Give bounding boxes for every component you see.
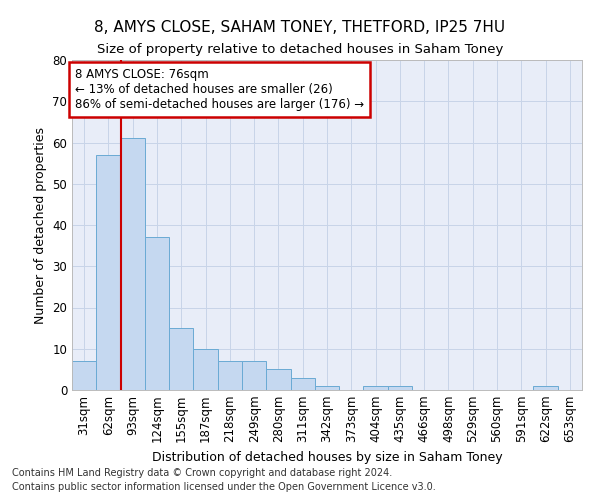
Bar: [193, 349, 218, 390]
X-axis label: Distribution of detached houses by size in Saham Toney: Distribution of detached houses by size …: [152, 451, 502, 464]
Bar: [218, 361, 242, 390]
Bar: [121, 138, 145, 390]
Text: Size of property relative to detached houses in Saham Toney: Size of property relative to detached ho…: [97, 42, 503, 56]
Bar: [266, 370, 290, 390]
Bar: [242, 361, 266, 390]
Text: Contains public sector information licensed under the Open Government Licence v3: Contains public sector information licen…: [12, 482, 436, 492]
Bar: [96, 155, 121, 390]
Bar: [290, 378, 315, 390]
Y-axis label: Number of detached properties: Number of detached properties: [34, 126, 47, 324]
Text: Contains HM Land Registry data © Crown copyright and database right 2024.: Contains HM Land Registry data © Crown c…: [12, 468, 392, 477]
Bar: [364, 386, 388, 390]
Bar: [533, 386, 558, 390]
Bar: [169, 328, 193, 390]
Text: 8 AMYS CLOSE: 76sqm
← 13% of detached houses are smaller (26)
86% of semi-detach: 8 AMYS CLOSE: 76sqm ← 13% of detached ho…: [74, 68, 364, 112]
Bar: [72, 361, 96, 390]
Text: 8, AMYS CLOSE, SAHAM TONEY, THETFORD, IP25 7HU: 8, AMYS CLOSE, SAHAM TONEY, THETFORD, IP…: [94, 20, 506, 35]
Bar: [145, 238, 169, 390]
Bar: [315, 386, 339, 390]
Bar: [388, 386, 412, 390]
